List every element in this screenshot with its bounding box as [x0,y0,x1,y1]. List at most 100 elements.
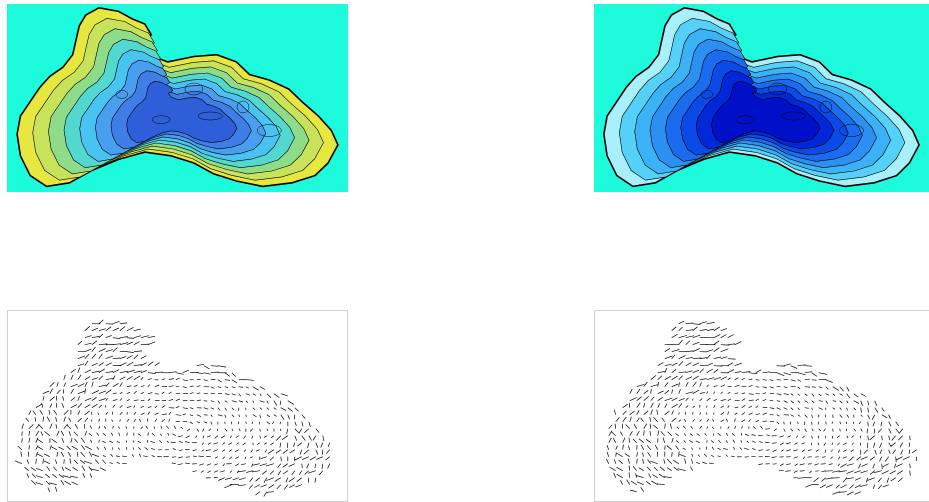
vector-field-left-arrow [103,446,107,450]
vector-field-left-arrow [242,442,247,446]
vector-field-right-arrow [832,470,840,473]
vector-field-left-arrow [172,448,176,451]
vector-field-right-arrow [880,421,883,427]
vector-field-left-arrow [241,463,246,466]
vector-field-left-arrow [67,451,72,457]
vector-field-left-arrow [182,369,190,374]
vector-field-left-arrow [307,470,316,474]
vector-field-right-arrow [664,375,671,381]
vector-field-right-arrow [699,321,707,325]
vector-field-left-arrow [291,470,296,476]
vector-field-right-arrow [718,439,721,443]
vector-field-left-arrow [195,435,198,439]
vector-field-right-arrow [783,393,789,395]
vector-field-left-arrow [28,430,31,436]
vector-field-right-arrow [867,400,870,406]
vector-field-right-arrow [671,417,677,422]
vector-field-right-arrow [755,386,760,388]
vector-field-right-arrow [657,375,663,380]
vector-field-left-arrow [231,393,236,396]
vector-field-right-arrow [664,390,670,394]
vector-field-right-arrow [867,421,869,427]
vector-field-right-arrow [741,392,746,395]
vector-field-right-arrow [630,480,637,485]
vector-field-right-arrow [606,444,610,450]
vector-field-left-arrow [250,449,254,453]
vector-field-right-arrow [722,447,728,451]
vector-field-left-arrow [161,418,165,422]
vector-field-left-arrow [24,466,30,471]
vector-field-right-arrow [838,491,847,493]
vector-field-right-arrow [821,456,826,458]
vector-field-left-arrow [70,475,78,479]
vector-field-right-arrow [815,456,819,458]
vector-field-left-arrow [116,441,120,444]
vector-field-left-arrow [304,428,310,433]
vector-field-right-arrow [671,389,673,394]
vector-field-left-arrow [309,456,316,461]
vector-field-left-arrow [154,384,160,388]
vector-field-left-arrow [327,463,331,469]
vector-field-right-arrow [706,368,714,374]
vector-field-right-arrow [731,455,735,458]
vector-field-right-arrow [908,449,911,455]
vector-field-right-arrow [839,393,844,396]
vector-field-left-arrow [225,477,232,480]
vector-field-left-arrow [249,428,254,432]
vector-field-right-arrow [678,339,683,345]
vector-field-right-arrow [853,393,859,398]
vector-field-left-arrow [206,463,211,466]
vector-field-right-arrow [856,456,861,461]
vector-field-left-arrow [126,405,132,409]
vector-field-left-arrow [53,466,58,471]
vector-field-right-arrow [874,407,879,413]
vector-field-left-arrow [224,428,228,432]
vector-field-left-arrow [294,435,298,441]
vector-field-right-arrow [797,372,806,376]
vector-field-left-arrow [325,456,331,461]
vector-field-right-arrow [720,405,725,409]
vector-field-right-arrow [824,449,827,453]
vector-field-right-arrow [616,452,623,458]
vector-field-left-arrow [77,374,82,380]
vector-field-left-arrow [98,439,100,443]
vector-field-right-arrow [713,368,719,373]
vector-field-right-arrow [683,433,686,436]
vector-field-right-arrow [909,463,911,468]
vector-field-left-arrow [51,438,58,443]
vector-field-right-arrow [734,371,742,374]
vector-field-left-arrow [102,440,106,444]
vector-field-right-svg [606,320,918,496]
vector-field-right-arrow [643,410,649,415]
vector-field-left-arrow [301,421,304,427]
vector-field-left-arrow [105,371,114,374]
vector-field-right-arrow [825,386,829,390]
vector-field-left-arrow [182,407,188,410]
vector-field-right-arrow [720,399,726,402]
vector-field-right-arrow [769,379,774,382]
vector-field-right-arrow [804,414,808,418]
vector-field-right-arrow [871,414,876,420]
vector-field-left-arrow [49,403,53,408]
vector-field-left-arrow [40,431,44,436]
vector-field-right-arrow [678,382,680,387]
vector-field-left-arrow [26,459,30,464]
vector-field-right-arrow [839,407,842,410]
vector-field-right-arrow [649,417,652,422]
vector-field-left-arrow [131,454,135,457]
vector-field-right-arrow [740,440,743,443]
vector-field-right-arrow [804,365,813,367]
vector-field-right-arrow [805,484,812,488]
vector-field-left-arrow [71,445,78,451]
vector-field-left-arrow [62,389,65,394]
vector-field-right-arrow [702,461,707,465]
vector-field-right-arrow [706,384,709,387]
vector-field-right-arrow [734,412,738,415]
vector-field-left-arrow [49,381,55,387]
vector-field-right-arrow [832,407,836,410]
vector-field-right-arrow [691,459,694,464]
vector-field-right-arrow [659,466,665,471]
vector-field-left-arrow [74,438,79,443]
vector-field-left-arrow [237,484,246,487]
vector-field-left-arrow [140,385,145,388]
